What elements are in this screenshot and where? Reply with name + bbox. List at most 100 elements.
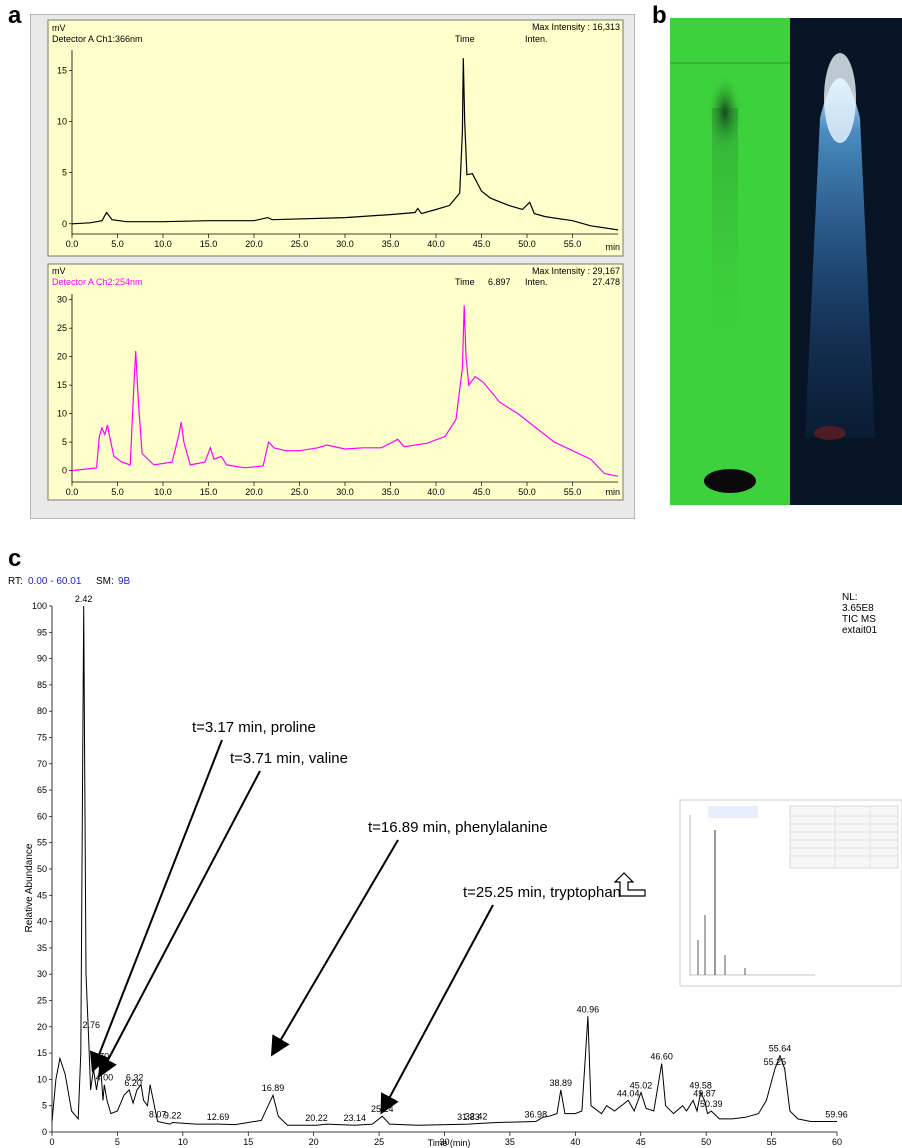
hplc-ch1-background bbox=[47, 19, 624, 257]
xtick-label: 60 bbox=[832, 1137, 842, 1147]
inset-blue-text bbox=[708, 806, 758, 818]
inset-table bbox=[789, 805, 899, 869]
peak-label: 8.07 bbox=[149, 1109, 167, 1119]
ch1-axes: 0.0 5.0 10.0 15.0 20.0 25.0 30.0 35.0 40.0 45.0 50… bbox=[57, 50, 618, 249]
ms-ylabel: Relative Abundance bbox=[24, 843, 35, 932]
ch2-header-time: Time bbox=[455, 277, 475, 287]
ch1-xlabel: min bbox=[605, 242, 620, 252]
ch2-header-inten: Inten. bbox=[525, 277, 548, 287]
ch1-ylabel: mV bbox=[52, 23, 66, 33]
ytick-label: 5 bbox=[62, 437, 67, 447]
peak-label: 46.60 bbox=[650, 1052, 673, 1062]
ch2-header-inten-value: 27.478 bbox=[592, 277, 620, 287]
ytick-label: 0 bbox=[42, 1127, 47, 1137]
xtick-label: 50 bbox=[701, 1137, 711, 1147]
xtick-label: 45 bbox=[636, 1137, 646, 1147]
ms-header-sm: SM: bbox=[96, 576, 114, 587]
xtick-label: 0.0 bbox=[66, 239, 79, 249]
ch2-max-intensity: Max Intensity : 29,167 bbox=[532, 266, 620, 276]
ytick-label: 45 bbox=[37, 890, 47, 900]
xtick-label: 50.0 bbox=[518, 487, 536, 497]
hplc-ch2-background bbox=[47, 263, 624, 501]
ch2-series-line bbox=[71, 305, 619, 477]
ch2-ylabel: mV bbox=[52, 266, 66, 276]
xtick-label: 20.0 bbox=[245, 239, 263, 249]
ytick-label: 20 bbox=[37, 1022, 47, 1032]
hplc-chromatogram-panel: mV Detector A Ch1:366nm Time Inten. Max … bbox=[30, 14, 635, 519]
ytick-label: 15 bbox=[57, 380, 67, 390]
ch1-header-inten: Inten. bbox=[525, 34, 548, 44]
xtick-label: 40.0 bbox=[427, 487, 445, 497]
ytick-label: 75 bbox=[37, 733, 47, 743]
ch2-xlabel: min bbox=[605, 487, 620, 497]
peak-label: 44.04 bbox=[617, 1088, 640, 1098]
ytick-label: 90 bbox=[37, 654, 47, 664]
annotation-arrow bbox=[89, 739, 223, 1073]
ytick-label: 0 bbox=[62, 219, 67, 229]
ytick-label: 15 bbox=[57, 65, 67, 75]
tlc-uv-bright-spot bbox=[824, 53, 856, 143]
annotation-label: t=3.17 min, proline bbox=[192, 719, 316, 736]
xtick-label: 30.0 bbox=[336, 239, 354, 249]
xtick-label: 55 bbox=[767, 1137, 777, 1147]
tlc-uv-fluorescent-streak bbox=[805, 78, 875, 438]
peak-label: 4.00 bbox=[96, 1073, 114, 1083]
ytick-label: 5 bbox=[62, 168, 67, 178]
ytick-label: 40 bbox=[37, 917, 47, 927]
return-arrow-icon bbox=[613, 872, 646, 897]
peak-label: 49.58 bbox=[689, 1081, 712, 1091]
ch1-header-time: Time bbox=[455, 34, 475, 44]
xtick-label: 5.0 bbox=[111, 487, 124, 497]
ytick-label: 55 bbox=[37, 838, 47, 848]
xtick-label: 10.0 bbox=[154, 487, 172, 497]
ms-axes: 0 5 10 15 20 25 30 35 40 45 50 55 60 0 5 10 15 20 25 30 35 40… bbox=[32, 601, 842, 1147]
ch1-detector-label: Detector A Ch1:366nm bbox=[52, 34, 143, 44]
annotation-arrow bbox=[98, 770, 261, 1078]
ytick-label: 30 bbox=[57, 295, 67, 305]
peak-label: 31.83 bbox=[457, 1112, 480, 1122]
ms-header-sm-value: 9B bbox=[118, 576, 131, 587]
peak-label: 38.89 bbox=[550, 1078, 573, 1088]
xtick-label: 15 bbox=[243, 1137, 253, 1147]
ytick-label: 95 bbox=[37, 627, 47, 637]
ch1-max-intensity: Max Intensity : 16,313 bbox=[532, 22, 620, 32]
ytick-label: 20 bbox=[57, 352, 67, 362]
ms-annotations: t=3.17 min, proline t=3.71 min, valine t=1… bbox=[89, 719, 621, 1115]
ms-chromatogram-panel: RT: 0.00 - 60.01 SM: 9B NL: 3.65E8 TIC M… bbox=[8, 576, 902, 1148]
ms-info-line-2: 3.65E8 bbox=[842, 603, 874, 614]
xtick-label: 40 bbox=[570, 1137, 580, 1147]
xtick-label: 30.0 bbox=[336, 487, 354, 497]
inset-table-rows bbox=[790, 806, 898, 868]
peak-label: 32.42 bbox=[465, 1112, 488, 1122]
xtick-label: 25.0 bbox=[291, 487, 309, 497]
peak-label: 59.96 bbox=[825, 1109, 848, 1119]
ytick-label: 5 bbox=[42, 1101, 47, 1111]
xtick-label: 0 bbox=[49, 1137, 54, 1147]
ytick-label: 35 bbox=[37, 943, 47, 953]
annotation-arrow bbox=[380, 904, 494, 1115]
xtick-label: 50.0 bbox=[518, 239, 536, 249]
ytick-label: 100 bbox=[32, 601, 47, 611]
xtick-label: 5 bbox=[115, 1137, 120, 1147]
ytick-label: 15 bbox=[37, 1048, 47, 1058]
peak-label: 55.25 bbox=[764, 1057, 787, 1067]
xtick-label: 30 bbox=[439, 1137, 449, 1147]
xtick-label: 20.0 bbox=[245, 487, 263, 497]
peak-label: 23.14 bbox=[343, 1113, 366, 1123]
xtick-label: 45.0 bbox=[473, 487, 491, 497]
peak-label: 50.39 bbox=[700, 1099, 723, 1109]
peak-label: 36.98 bbox=[525, 1109, 548, 1119]
annotation-arrow bbox=[270, 839, 399, 1057]
ch2-detector-label: Detector A Ch2:254nm bbox=[52, 277, 143, 287]
xtick-label: 15.0 bbox=[200, 487, 218, 497]
ytick-label: 10 bbox=[57, 409, 67, 419]
ytick-label: 85 bbox=[37, 680, 47, 690]
panel-label-a: a bbox=[8, 2, 22, 29]
tlc-streak bbox=[712, 108, 738, 388]
ytick-label: 60 bbox=[37, 811, 47, 821]
peak-label: 12.69 bbox=[207, 1112, 230, 1122]
ch2-axes: 0.0 5.0 10.0 15.0 20.0 25.0 30.0 35.0 40.0 45.0 50… bbox=[57, 294, 618, 497]
peak-label: 40.96 bbox=[577, 1004, 600, 1014]
ms-header-rt: RT: bbox=[8, 576, 23, 587]
peak-label: 49.87 bbox=[693, 1088, 716, 1098]
